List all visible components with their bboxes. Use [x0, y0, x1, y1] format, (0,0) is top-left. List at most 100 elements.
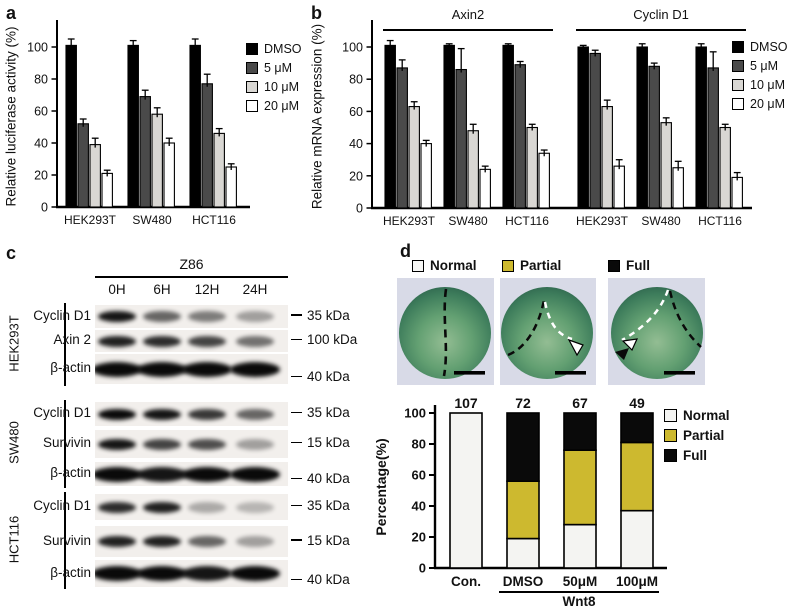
legend-item: 5 μM: [732, 59, 787, 73]
chart-text: 67: [572, 395, 588, 411]
protein-label: β-actin: [50, 465, 91, 480]
bar: [65, 44, 77, 208]
bar: [648, 65, 660, 209]
chart-text: 60: [412, 468, 426, 483]
molecular-weight-marker: 35 kDa: [291, 498, 350, 513]
stack-segment: [449, 412, 483, 569]
legend-item: 5 μM: [246, 61, 302, 75]
legend-item: 20 μM: [246, 99, 302, 113]
chart-a-legend: DMSO 5 μM 10 μM 20 μM: [246, 42, 302, 118]
stack-segment: [620, 441, 654, 512]
bar: [139, 96, 151, 208]
primary-axis-dashed-line: [668, 290, 702, 348]
protein-band: [236, 438, 274, 450]
bar: [719, 126, 731, 209]
embryo-image-full: [608, 278, 705, 385]
primary-axis-dashed-line: [507, 299, 546, 357]
stack-segment: [506, 537, 540, 569]
cell-line-bracket: [64, 303, 66, 386]
bar: [502, 44, 514, 209]
blot-strip: [95, 494, 288, 520]
chart-text: 40: [412, 499, 426, 514]
midline-dashed-line: [442, 288, 448, 377]
legend-label: Partial: [683, 428, 725, 443]
chart-text: 20: [34, 169, 48, 183]
protein-band: [236, 408, 274, 420]
protein-band: [143, 501, 181, 513]
legend-item: Normal: [664, 408, 730, 423]
phenotype-percentage-chart: 0 20 40 60 80 100 107 Con. 72 DMSO 67 50μM 49 100μM Wn…: [404, 395, 667, 609]
panel-b-letter: b: [311, 3, 322, 23]
stack-segment: [563, 449, 597, 526]
bar: [201, 83, 213, 208]
scale-bar: [454, 371, 485, 375]
bar: [467, 130, 479, 209]
molecular-weight-marker: 100 kDa: [291, 332, 357, 347]
protein-band: [182, 466, 232, 482]
molecular-weight-marker: 40 kDa: [291, 369, 350, 384]
bar: [89, 144, 101, 208]
protein-band: [137, 466, 187, 482]
protein-band: [143, 536, 181, 547]
legend-swatch: [732, 79, 744, 91]
protein-band: [137, 566, 187, 581]
treatment-underline: [95, 276, 288, 278]
arrowhead-icon: [621, 338, 638, 352]
chart-text: HEK293T: [64, 213, 117, 227]
lane-label: 0H: [108, 282, 126, 297]
protein-label: Survivin: [42, 532, 91, 548]
blot-strip: [95, 402, 288, 426]
legend-label: 20 μM: [750, 97, 785, 111]
blot-strip: [95, 330, 288, 352]
protein-band: [143, 335, 181, 347]
embryo: [501, 287, 593, 379]
chart-text: 0: [419, 561, 426, 576]
legend-swatch: [246, 62, 258, 74]
chart-text: Cyclin D1: [633, 7, 689, 22]
chart-text: 80: [349, 73, 363, 87]
legend-item: 10 μM: [246, 80, 302, 94]
chart-text: 100: [342, 41, 363, 55]
molecular-weight-marker: 15 kDa: [291, 533, 350, 548]
bar: [526, 126, 538, 209]
legend-label: 5 μM: [750, 59, 779, 73]
blot-strip: [95, 560, 288, 587]
bar: [589, 52, 601, 209]
bar: [77, 123, 89, 208]
lane-label: 12H: [194, 282, 220, 297]
legend-label: DMSO: [750, 40, 787, 54]
protein-label: Cyclin D1: [33, 405, 91, 420]
western-blot-panel: Z86 0H 6H 12H 24H HEK293T Cyclin D1 35 kDa Axin …: [0, 230, 395, 609]
chart-text: 60: [349, 105, 363, 119]
scale-bar: [555, 371, 586, 375]
bar: [213, 132, 225, 208]
chart-text: 100μM: [616, 574, 658, 589]
protein-band: [182, 361, 232, 377]
protein-band: [236, 311, 274, 322]
bar: [455, 68, 467, 209]
panel-d-letter: d: [400, 241, 411, 261]
stack-segment: [563, 412, 597, 452]
legend-swatch: [664, 409, 677, 422]
legend-swatch: [664, 449, 677, 462]
legend-label: 5 μM: [264, 61, 293, 75]
chart-text: HCT116: [505, 214, 549, 228]
stack-segment: [506, 412, 540, 482]
scale-bar: [664, 371, 695, 375]
blot-strip: [95, 305, 288, 328]
chart-text: DMSO: [503, 574, 544, 589]
legend-item: DMSO: [732, 40, 787, 54]
protein-band: [95, 466, 142, 482]
protein-band: [95, 566, 142, 581]
bar: [707, 67, 719, 209]
arrowhead-icon: [567, 338, 584, 357]
bar: [101, 172, 113, 208]
chart-text: HEK293T: [383, 214, 436, 228]
chart-text: 80: [412, 437, 426, 452]
protein-band: [143, 438, 181, 450]
chart-text: 50μM: [563, 574, 598, 589]
blot-strip: [95, 526, 288, 557]
protein-band: [188, 536, 226, 547]
protein-band: [182, 566, 232, 581]
